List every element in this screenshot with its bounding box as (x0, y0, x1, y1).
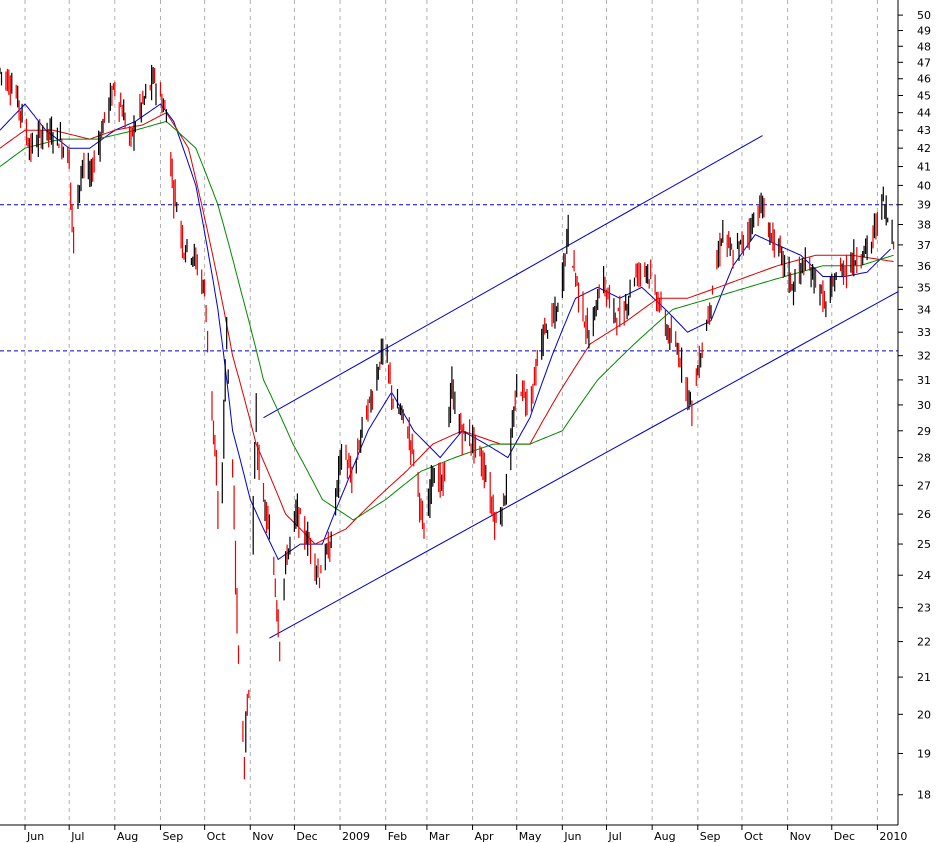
y-tick-label: 34 (917, 303, 931, 316)
x-tick-label: Oct (744, 830, 764, 843)
trend-channel-line (263, 135, 763, 419)
x-tick-label: Sep (162, 830, 183, 843)
y-tick-label: 38 (917, 219, 931, 232)
x-tick-label: May (519, 830, 542, 843)
x-tick-label: Sep (700, 830, 721, 843)
price-bars (0, 64, 895, 780)
moving-averages (0, 103, 894, 561)
moving-average-line-1 (0, 103, 891, 561)
y-tick-label: 44 (917, 107, 931, 120)
y-tick-label: 37 (917, 239, 931, 252)
y-tick-label: 30 (917, 399, 931, 412)
y-tick-label: 40 (917, 179, 931, 192)
y-tick-label: 24 (917, 569, 931, 582)
y-tick-label: 26 (917, 508, 931, 521)
x-tick-label: Apr (475, 830, 495, 843)
trend-channel-line (269, 291, 899, 639)
y-tick-label: 43 (917, 124, 931, 137)
y-tick-label: 33 (917, 326, 931, 339)
y-tick-label: 18 (917, 789, 931, 802)
axes (0, 0, 903, 830)
x-tick-label: Jul (608, 830, 622, 843)
x-tick-label: 2009 (342, 830, 370, 843)
y-tick-label: 23 (917, 602, 931, 615)
trend-lines (0, 135, 899, 639)
moving-average-line-2 (0, 112, 894, 545)
x-tick-label: Nov (790, 830, 812, 843)
x-tick-label: Jun (26, 830, 44, 843)
y-tick-label: 28 (917, 452, 931, 465)
moving-average-line-3 (0, 120, 894, 521)
x-tick-label: Mar (429, 830, 450, 843)
x-tick-label: Aug (117, 830, 138, 843)
y-tick-label: 19 (917, 747, 931, 760)
y-tick-label: 21 (917, 671, 931, 684)
x-tick-label: Jul (70, 830, 84, 843)
y-tick-label: 36 (917, 260, 931, 273)
y-tick-label: 29 (917, 425, 931, 438)
x-axis-labels: Jun Jul Aug Sep Oct Nov Dec 2009 Feb Mar Apr May Jun… (26, 830, 907, 843)
x-tick-label: Dec (296, 830, 317, 843)
y-tick-label: 50 (917, 9, 931, 22)
x-tick-label: Feb (388, 830, 407, 843)
y-tick-label: 49 (917, 25, 931, 38)
y-tick-label: 48 (917, 40, 931, 53)
y-tick-label: 22 (917, 636, 931, 649)
y-tick-label: 35 (917, 281, 931, 294)
y-axis-labels: 18 19 20 21 22 23 24 25 26 27 28 29 30 31 32 33 34 35 36 37… (917, 9, 931, 802)
x-tick-label: Nov (252, 830, 274, 843)
y-tick-label: 25 (917, 538, 931, 551)
y-tick-label: 20 (917, 708, 931, 721)
x-tick-label: Dec (834, 830, 855, 843)
x-tick-label: Jun (563, 830, 581, 843)
y-tick-label: 46 (917, 73, 931, 86)
y-tick-label: 41 (917, 161, 931, 174)
x-tick-label: Oct (207, 830, 227, 843)
x-tick-label: Aug (654, 830, 675, 843)
grid-lines (24, 0, 878, 825)
y-tick-label: 45 (917, 90, 931, 103)
x-tick-label: 2010 (879, 830, 907, 843)
y-tick-label: 31 (917, 374, 931, 387)
y-tick-label: 27 (917, 479, 931, 492)
y-tick-label: 47 (917, 56, 931, 69)
y-tick-label: 39 (917, 199, 931, 212)
y-tick-label: 42 (917, 142, 931, 155)
y-tick-label: 32 (917, 350, 931, 363)
